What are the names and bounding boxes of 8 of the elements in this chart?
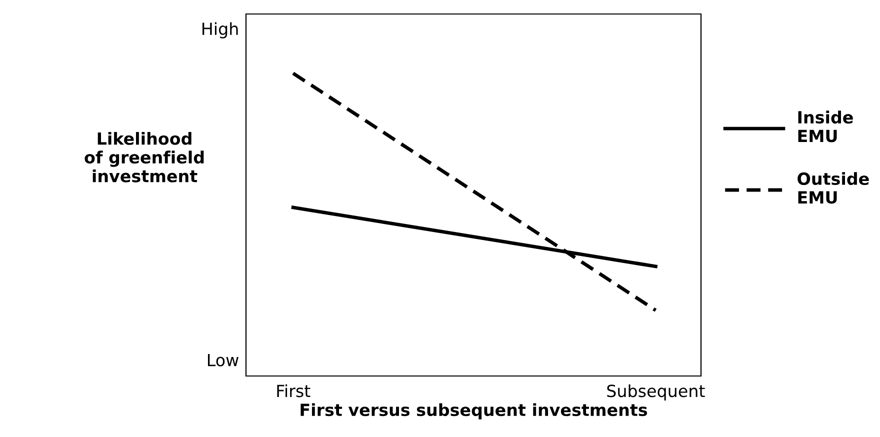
legend-label: Inside EMU xyxy=(798,110,853,142)
x-tick-label: First xyxy=(277,384,310,398)
x-tick-label: Subsequent xyxy=(607,384,705,400)
text: High xyxy=(202,22,238,38)
y-axis-title: Likelihood of greenfield investment xyxy=(84,132,204,182)
x-axis-title: First versus subsequent investments xyxy=(300,403,648,420)
legend-label: Outside EMU xyxy=(798,172,869,204)
text: Low xyxy=(208,354,238,366)
